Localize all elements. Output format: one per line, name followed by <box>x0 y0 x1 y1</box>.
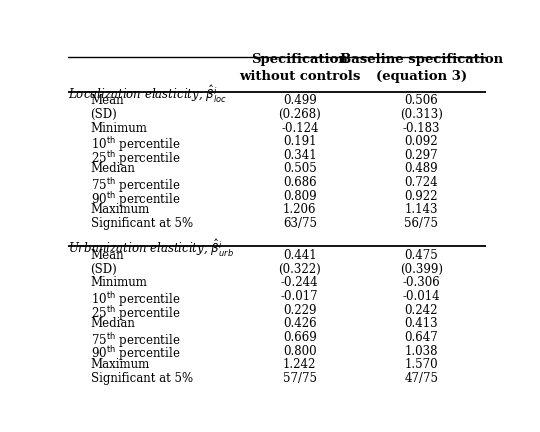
Text: -0.306: -0.306 <box>402 276 440 289</box>
Text: Significant at 5%: Significant at 5% <box>91 217 193 230</box>
Text: 0.505: 0.505 <box>283 162 316 175</box>
Text: (0.268): (0.268) <box>279 108 321 121</box>
Text: 0.297: 0.297 <box>404 149 438 162</box>
Text: 1.143: 1.143 <box>404 203 438 216</box>
Text: -0.124: -0.124 <box>281 121 319 134</box>
Text: Localization elasticity, $\hat{\beta}^{i}_{loc}$: Localization elasticity, $\hat{\beta}^{i… <box>69 83 227 105</box>
Text: -0.017: -0.017 <box>281 290 319 303</box>
Text: 0.686: 0.686 <box>283 176 316 189</box>
Text: 10$^{\mathrm{th}}$ percentile: 10$^{\mathrm{th}}$ percentile <box>91 290 180 309</box>
Text: (0.399): (0.399) <box>400 263 443 276</box>
Text: Specification
without controls: Specification without controls <box>239 53 361 83</box>
Text: Maximum: Maximum <box>91 203 150 216</box>
Text: 0.809: 0.809 <box>283 190 316 203</box>
Text: Median: Median <box>91 162 136 175</box>
Text: -0.014: -0.014 <box>402 290 440 303</box>
Text: Maximum: Maximum <box>91 358 150 371</box>
Text: (SD): (SD) <box>91 108 117 121</box>
Text: 0.413: 0.413 <box>404 317 438 330</box>
Text: 75$^{\mathrm{th}}$ percentile: 75$^{\mathrm{th}}$ percentile <box>91 176 180 195</box>
Text: 0.191: 0.191 <box>283 135 316 148</box>
Text: Mean: Mean <box>91 249 124 262</box>
Text: Significant at 5%: Significant at 5% <box>91 372 193 385</box>
Text: 0.922: 0.922 <box>404 190 438 203</box>
Text: Minimum: Minimum <box>91 121 147 134</box>
Text: 0.499: 0.499 <box>283 94 316 107</box>
Text: Median: Median <box>91 317 136 330</box>
Text: 0.242: 0.242 <box>404 304 438 317</box>
Text: -0.244: -0.244 <box>281 276 319 289</box>
Text: 0.724: 0.724 <box>404 176 438 189</box>
Text: 0.426: 0.426 <box>283 317 316 330</box>
Text: (0.322): (0.322) <box>279 263 321 276</box>
Text: -0.183: -0.183 <box>402 121 440 134</box>
Text: Minimum: Minimum <box>91 276 147 289</box>
Text: 63/75: 63/75 <box>283 217 317 230</box>
Text: Mean: Mean <box>91 94 124 107</box>
Text: 0.506: 0.506 <box>404 94 438 107</box>
Text: 0.489: 0.489 <box>404 162 438 175</box>
Text: 0.647: 0.647 <box>404 331 438 344</box>
Text: 90$^{\mathrm{th}}$ percentile: 90$^{\mathrm{th}}$ percentile <box>91 190 180 209</box>
Text: 25$^{\mathrm{th}}$ percentile: 25$^{\mathrm{th}}$ percentile <box>91 149 180 168</box>
Text: 1.038: 1.038 <box>404 345 438 358</box>
Text: 0.341: 0.341 <box>283 149 316 162</box>
Text: 0.800: 0.800 <box>283 345 316 358</box>
Text: 90$^{\mathrm{th}}$ percentile: 90$^{\mathrm{th}}$ percentile <box>91 345 180 363</box>
Text: 0.669: 0.669 <box>283 331 316 344</box>
Text: 1.242: 1.242 <box>283 358 316 371</box>
Text: 57/75: 57/75 <box>283 372 317 385</box>
Text: 1.206: 1.206 <box>283 203 316 216</box>
Text: 75$^{\mathrm{th}}$ percentile: 75$^{\mathrm{th}}$ percentile <box>91 331 180 350</box>
Text: 47/75: 47/75 <box>404 372 438 385</box>
Text: 25$^{\mathrm{th}}$ percentile: 25$^{\mathrm{th}}$ percentile <box>91 304 180 323</box>
Text: 56/75: 56/75 <box>404 217 438 230</box>
Text: 1.570: 1.570 <box>404 358 438 371</box>
Text: (0.313): (0.313) <box>400 108 443 121</box>
Text: 10$^{\mathrm{th}}$ percentile: 10$^{\mathrm{th}}$ percentile <box>91 135 180 154</box>
Text: 0.441: 0.441 <box>283 249 316 262</box>
Text: 0.475: 0.475 <box>404 249 438 262</box>
Text: Baseline specification
(equation 3): Baseline specification (equation 3) <box>340 53 503 83</box>
Text: 0.229: 0.229 <box>283 304 316 317</box>
Text: 0.092: 0.092 <box>404 135 438 148</box>
Text: (SD): (SD) <box>91 263 117 276</box>
Text: Urbanization elasticity, $\hat{\beta}^{i}_{urb}$: Urbanization elasticity, $\hat{\beta}^{i… <box>69 238 234 259</box>
